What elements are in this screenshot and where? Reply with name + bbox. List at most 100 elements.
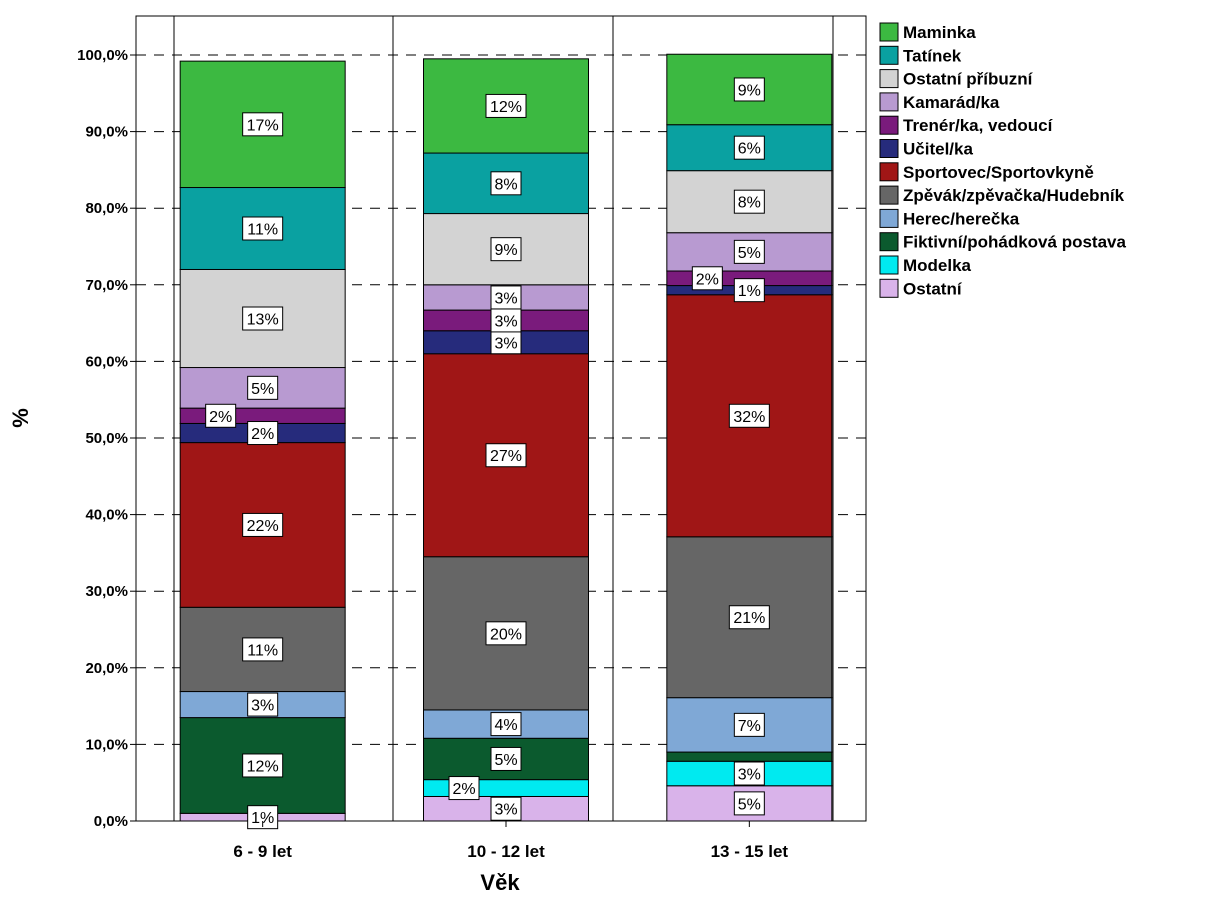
legend-label: Sportovec/Sportovkyně bbox=[903, 163, 1094, 182]
data-label-box bbox=[242, 216, 284, 241]
data-label-box bbox=[490, 171, 522, 196]
legend-swatch bbox=[879, 139, 899, 158]
data-label: 20% bbox=[490, 626, 522, 643]
bar-segment bbox=[423, 779, 589, 797]
data-label: 12% bbox=[247, 758, 279, 775]
y-tick-label: 60,0% bbox=[85, 353, 128, 370]
y-tick-label: 0,0% bbox=[94, 813, 128, 830]
legend-swatch bbox=[879, 208, 899, 228]
data-label-box bbox=[490, 712, 522, 737]
data-label: 22% bbox=[247, 518, 279, 535]
legend-label: Trenér/ka, vedoucí bbox=[903, 116, 1054, 135]
data-label: 5% bbox=[738, 245, 761, 262]
data-label: 9% bbox=[494, 242, 517, 259]
data-label: 6% bbox=[738, 141, 761, 158]
y-tick-label: 50,0% bbox=[85, 430, 128, 447]
legend-label: Kamarád/ka bbox=[903, 93, 1000, 112]
data-label-box bbox=[485, 93, 527, 118]
legend-swatch bbox=[879, 278, 899, 298]
data-label-box bbox=[728, 605, 770, 630]
data-label-box bbox=[247, 805, 279, 830]
data-label: 2% bbox=[452, 781, 475, 798]
bar-segment bbox=[666, 751, 833, 762]
data-label: 32% bbox=[733, 409, 765, 426]
data-label-box bbox=[247, 692, 279, 717]
legend-label: Fiktivní/pohádková postava bbox=[903, 233, 1126, 252]
data-label-box bbox=[490, 746, 522, 771]
data-label-box bbox=[448, 776, 480, 801]
x-axis-title: Věk bbox=[480, 870, 520, 895]
data-label: 21% bbox=[733, 610, 765, 627]
data-label: 3% bbox=[494, 335, 517, 352]
data-label: 3% bbox=[251, 698, 274, 715]
legend-swatch bbox=[879, 69, 899, 89]
data-label: 5% bbox=[251, 381, 274, 398]
data-label-box bbox=[485, 443, 527, 468]
data-label-box bbox=[485, 621, 527, 646]
data-label: 3% bbox=[494, 290, 517, 307]
data-label: 4% bbox=[494, 717, 517, 734]
y-tick-label: 100,0% bbox=[77, 47, 128, 64]
data-label: 3% bbox=[738, 767, 761, 784]
y-tick-label: 70,0% bbox=[85, 277, 128, 294]
data-label-box bbox=[490, 237, 522, 262]
legend-swatch bbox=[879, 232, 899, 252]
legend-swatch bbox=[879, 185, 899, 205]
plot-frame bbox=[135, 15, 867, 822]
data-label: 11% bbox=[247, 642, 278, 659]
y-tick-label: 10,0% bbox=[85, 736, 128, 753]
data-label-box bbox=[733, 77, 765, 102]
legend-swatch bbox=[879, 162, 899, 182]
data-label: 12% bbox=[490, 99, 522, 116]
bar-segment bbox=[179, 187, 346, 270]
legend-swatch bbox=[879, 22, 899, 42]
data-label-box bbox=[247, 375, 279, 400]
data-label: 2% bbox=[209, 409, 232, 426]
legend-swatch bbox=[879, 45, 899, 65]
legend-label: Učitel/ka bbox=[903, 140, 973, 159]
data-label: 3% bbox=[494, 313, 517, 330]
data-label: 13% bbox=[247, 312, 279, 329]
data-label: 5% bbox=[494, 752, 517, 769]
data-label: 11% bbox=[247, 221, 278, 238]
legend-swatch bbox=[879, 255, 899, 275]
legend-label: Modelka bbox=[903, 256, 972, 275]
data-label-box bbox=[733, 761, 765, 786]
data-label: 2% bbox=[251, 426, 274, 443]
data-label-box bbox=[242, 306, 284, 331]
data-label-box bbox=[247, 421, 279, 446]
data-label-box bbox=[733, 189, 765, 214]
data-label-box bbox=[205, 403, 237, 428]
legend-swatch bbox=[879, 115, 899, 135]
data-label-box bbox=[733, 135, 765, 160]
legend-label: Ostatní bbox=[903, 279, 963, 298]
y-axis-title: % bbox=[8, 408, 33, 428]
legend-swatch bbox=[879, 92, 899, 112]
data-label: 1% bbox=[251, 810, 274, 827]
legend-label: Tatínek bbox=[903, 46, 962, 65]
data-label: 27% bbox=[490, 448, 522, 465]
data-label-box bbox=[242, 112, 284, 137]
y-tick-label: 80,0% bbox=[85, 200, 128, 217]
y-tick-label: 20,0% bbox=[85, 660, 128, 677]
data-label: 9% bbox=[738, 82, 761, 99]
legend-label: Zpěvák/zpěvačka/Hudebník bbox=[903, 186, 1125, 205]
data-label-box bbox=[733, 278, 765, 303]
data-label-box bbox=[242, 512, 284, 537]
data-label-box bbox=[728, 403, 770, 428]
data-label-box bbox=[733, 239, 765, 264]
data-label-box bbox=[490, 285, 522, 310]
bars bbox=[179, 53, 833, 822]
data-label-box bbox=[490, 796, 522, 821]
legend-label: Herec/herečka bbox=[903, 209, 1020, 228]
data-label: 2% bbox=[696, 271, 719, 288]
y-tick-label: 30,0% bbox=[85, 583, 128, 600]
data-label-box bbox=[691, 266, 723, 291]
data-label: 17% bbox=[247, 117, 279, 134]
data-label-box bbox=[242, 637, 284, 662]
data-label: 7% bbox=[738, 718, 761, 735]
segment-labels: 1% 12% 3% 11% 22% 2% 2% 5% 13% 11% 17% 3% 2% 5% 4% 20% 2… bbox=[205, 77, 770, 830]
legend-label: Maminka bbox=[903, 23, 976, 42]
x-tick-label: 6 - 9 let bbox=[233, 842, 292, 861]
